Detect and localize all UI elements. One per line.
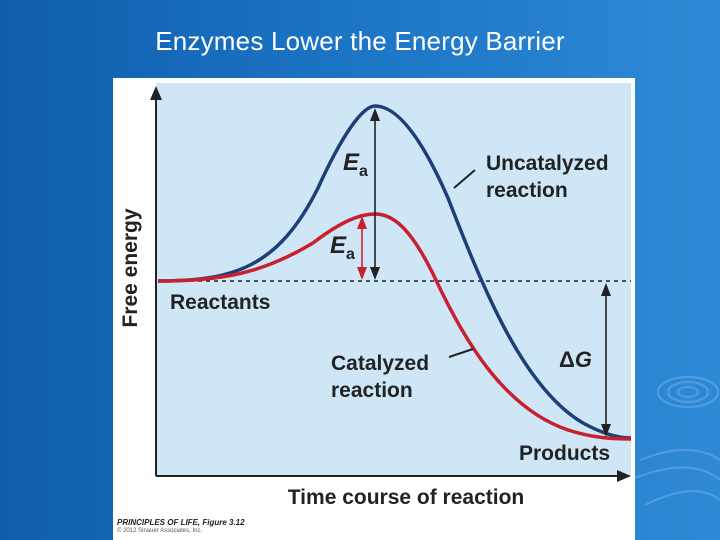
slide-title: Enzymes Lower the Energy Barrier xyxy=(155,26,565,56)
ea-uncatalyzed-label: Ea xyxy=(343,149,368,180)
ea-catalyzed-arrow-top xyxy=(357,216,367,229)
catalyzed-label-line2: reaction xyxy=(331,379,413,402)
delta-g-label: ΔG xyxy=(559,347,592,372)
catalyzed-label-line1: Catalyzed xyxy=(331,352,429,375)
y-axis-label: Free energy xyxy=(119,208,142,327)
products-label: Products xyxy=(519,442,610,465)
ea-catalyzed-label: Ea xyxy=(330,232,355,263)
energy-diagram: Free energy Time course of reaction Unca… xyxy=(119,83,632,509)
catalyzed-curve xyxy=(157,212,632,441)
plot-panel xyxy=(156,83,631,476)
uncatalyzed-leader-line xyxy=(453,169,476,189)
ea-uncatalyzed-arrow-bottom xyxy=(370,267,380,280)
energy-diagram-figure: Free energy Time course of reaction Unca… xyxy=(113,78,635,540)
catalyzed-leader-line xyxy=(448,348,474,358)
reactants-label: Reactants xyxy=(170,291,270,314)
delta-g-arrow-bottom xyxy=(601,424,611,437)
delta-g-arrow-top xyxy=(601,283,611,296)
figure-copyright: © 2012 Sinauer Associates, Inc. xyxy=(117,528,203,534)
figure-source: PRINCIPLES OF LIFE, Figure 3.12 xyxy=(117,518,245,527)
uncatalyzed-label-line2: reaction xyxy=(486,179,568,202)
ea-catalyzed-arrow-bottom xyxy=(357,267,367,280)
ea-uncatalyzed-arrow-top xyxy=(370,108,380,121)
x-axis-arrowhead xyxy=(617,470,631,482)
x-axis-label: Time course of reaction xyxy=(288,486,525,509)
ripple-decoration xyxy=(629,376,720,506)
uncatalyzed-curve xyxy=(157,104,632,440)
figure-credit: PRINCIPLES OF LIFE, Figure 3.12 © 2012 S… xyxy=(117,518,245,535)
y-axis-arrowhead xyxy=(150,86,162,100)
uncatalyzed-label-line1: Uncatalyzed xyxy=(486,152,609,175)
